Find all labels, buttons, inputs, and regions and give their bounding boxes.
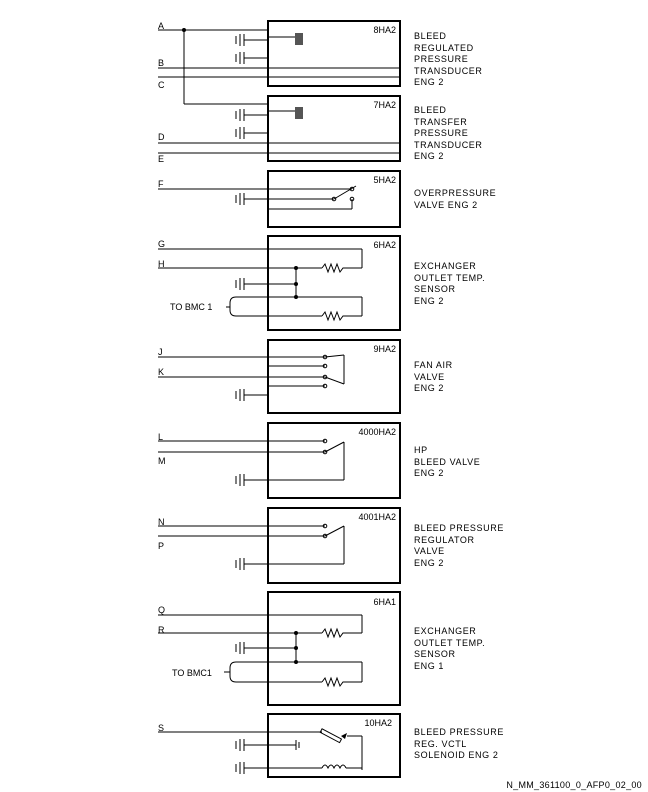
svg-text:VALVE ENG 2: VALVE ENG 2: [414, 200, 478, 210]
svg-text:EXCHANGER: EXCHANGER: [414, 261, 476, 271]
component-code: 7HA2: [373, 100, 396, 110]
signal-label: M: [158, 456, 166, 466]
component-description: BLEED PRESSURE REG. VCTL SOLENOID ENG 2: [414, 727, 504, 760]
component-description: HP BLEED VALVE ENG 2: [414, 445, 480, 478]
component-code: 4000HA2: [358, 427, 396, 437]
svg-text:ENG 2: ENG 2: [414, 558, 444, 568]
svg-text:TRANSFER: TRANSFER: [414, 117, 467, 127]
ground-icon: [235, 34, 245, 46]
svg-text:ENG 2: ENG 2: [414, 468, 444, 478]
signal-label: A: [158, 21, 164, 31]
svg-text:VALVE: VALVE: [414, 372, 445, 382]
component-4001HA2: 4001HA2 N P BLEED PRESSURE REGULATOR VAL…: [158, 507, 504, 584]
svg-text:EXCHANGER: EXCHANGER: [414, 626, 476, 636]
svg-text:ENG 2: ENG 2: [414, 77, 444, 87]
ground-icon: [235, 278, 245, 290]
signal-label: B: [158, 58, 164, 68]
svg-text:OVERPRESSURE: OVERPRESSURE: [414, 188, 496, 198]
component-8HA2: 8HA2 A B C BLEED REGULATED PRESSURE TRAN…: [158, 20, 483, 105]
ground-icon: [235, 642, 245, 654]
signal-label: S: [158, 723, 164, 733]
svg-text:PRESSURE: PRESSURE: [414, 128, 468, 138]
brace-icon: [229, 296, 237, 317]
signal-label: F: [158, 179, 164, 189]
brace-icon: [229, 661, 237, 683]
ground-icon: [235, 109, 245, 121]
component-code: 5HA2: [373, 175, 396, 185]
component-description: BLEED REGULATED PRESSURE TRANSDUCER ENG …: [414, 31, 483, 87]
svg-text:TRANSDUCER: TRANSDUCER: [414, 66, 483, 76]
svg-text:ENG 2: ENG 2: [414, 151, 444, 161]
svg-text:ENG 2: ENG 2: [414, 296, 444, 306]
signal-label: G: [158, 239, 165, 249]
ground-icon: [235, 739, 245, 751]
component-5HA2: 5HA2 F OVERPRESSURE VALVE ENG 2: [158, 170, 496, 228]
signal-label: L: [158, 432, 163, 442]
component-10HA2: 10HA2 S BLEED PRESSURE REG. VCTL SOLENOI…: [158, 713, 504, 778]
svg-text:BLEED PRESSURE: BLEED PRESSURE: [414, 727, 504, 737]
signal-label: E: [158, 154, 164, 164]
svg-text:SOLENOID ENG 2: SOLENOID ENG 2: [414, 750, 498, 760]
component-6HA1: 6HA1 TO BMC1 Q R EXCHANGER OUTLET TEMP. …: [158, 591, 485, 706]
bmc-label: TO BMC1: [172, 668, 212, 678]
component-description: FAN AIR VALVE ENG 2: [414, 360, 453, 393]
component-code: 9HA2: [373, 344, 396, 354]
component-7HA2: 7HA2 D E BLEED TRANSFER PRESSURE TRANSDU…: [158, 95, 483, 164]
component-description: EXCHANGER OUTLET TEMP. SENSOR ENG 2: [414, 261, 485, 306]
svg-text:REGULATOR: REGULATOR: [414, 535, 475, 545]
component-9HA2: 9HA2 J K FAN AIR VALVE ENG 2: [158, 339, 453, 414]
ground-icon: [235, 762, 245, 774]
ground-icon: [235, 127, 245, 139]
ground-icon: [235, 389, 245, 401]
signal-label: J: [158, 347, 163, 357]
svg-text:HP: HP: [414, 445, 428, 455]
svg-text:REGULATED: REGULATED: [414, 43, 474, 53]
component-code: 10HA2: [364, 718, 392, 728]
signal-label: N: [158, 517, 165, 527]
component-description: BLEED TRANSFER PRESSURE TRANSDUCER ENG 2: [414, 105, 483, 161]
component-description: BLEED PRESSURE REGULATOR VALVE ENG 2: [414, 523, 504, 568]
component-description: OVERPRESSURE VALVE ENG 2: [414, 188, 496, 210]
svg-text:BLEED VALVE: BLEED VALVE: [414, 457, 480, 467]
component-code: 4001HA2: [358, 512, 396, 522]
figure-code: N_MM_361100_0_AFP0_02_00: [506, 780, 642, 790]
signal-label: K: [158, 367, 164, 377]
svg-text:BLEED: BLEED: [414, 105, 447, 115]
svg-text:BLEED: BLEED: [414, 31, 447, 41]
svg-text:PRESSURE: PRESSURE: [414, 54, 468, 64]
ground-icon: [235, 558, 245, 570]
component-description: EXCHANGER OUTLET TEMP. SENSOR ENG 1: [414, 626, 485, 671]
solenoid-coil-icon: [321, 764, 347, 770]
svg-text:VALVE: VALVE: [414, 546, 445, 556]
svg-text:TRANSDUCER: TRANSDUCER: [414, 140, 483, 150]
svg-text:FAN AIR: FAN AIR: [414, 360, 453, 370]
signal-label: H: [158, 259, 165, 269]
svg-text:SENSOR: SENSOR: [414, 649, 456, 659]
svg-text:BLEED PRESSURE: BLEED PRESSURE: [414, 523, 504, 533]
signal-label: Q: [158, 605, 165, 615]
ground-icon: [235, 474, 245, 486]
svg-text:OUTLET TEMP.: OUTLET TEMP.: [414, 273, 485, 283]
component-6HA2: 6HA2 TO BMC 1 G H EXCHANGER OUTLET TEMP.…: [158, 235, 485, 331]
ground-icon: [235, 52, 245, 64]
svg-text:OUTLET TEMP.: OUTLET TEMP.: [414, 638, 485, 648]
component-code: 6HA2: [373, 240, 396, 250]
component-4000HA2: 4000HA2 L M HP BLEED VALVE ENG 2: [158, 422, 480, 499]
signal-label: R: [158, 625, 165, 635]
signal-label: P: [158, 541, 164, 551]
signal-label: C: [158, 80, 165, 90]
component-code: 6HA1: [373, 597, 396, 607]
ground-icon: [235, 193, 245, 205]
signal-label: D: [158, 132, 165, 142]
bmc-label: TO BMC 1: [170, 302, 212, 312]
component-code: 8HA2: [373, 25, 396, 35]
svg-text:REG. VCTL: REG. VCTL: [414, 739, 467, 749]
svg-text:ENG 1: ENG 1: [414, 661, 444, 671]
svg-text:SENSOR: SENSOR: [414, 284, 456, 294]
svg-text:ENG 2: ENG 2: [414, 383, 444, 393]
